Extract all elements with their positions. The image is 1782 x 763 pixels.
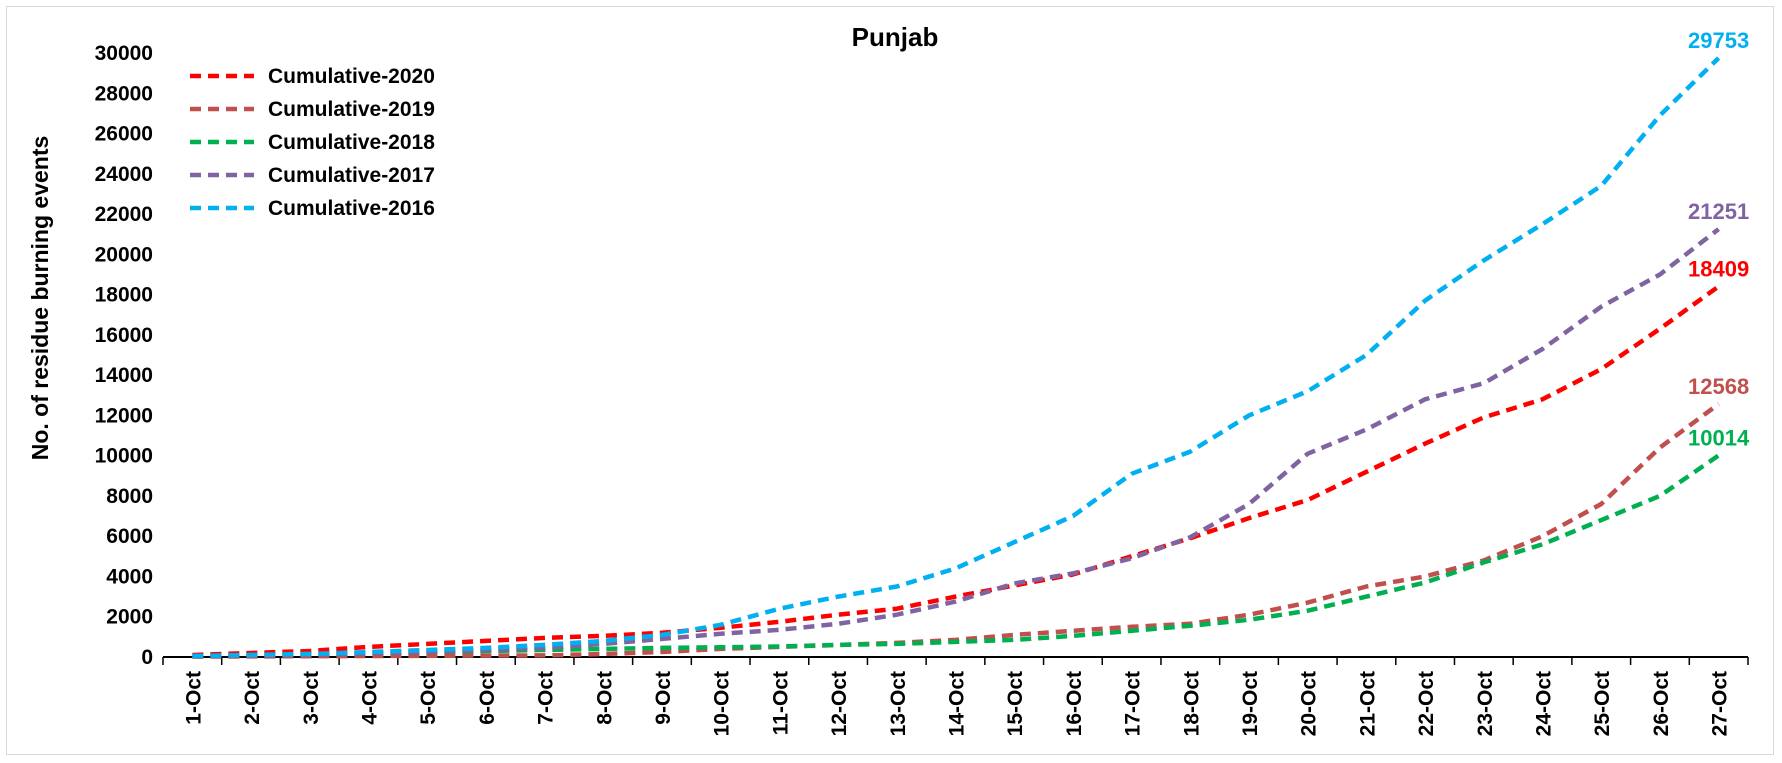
y-tick-label: 22000 [95,203,153,226]
y-tick-label: 16000 [95,324,153,347]
y-tick-label: 24000 [95,163,153,186]
y-axis-label: No. of residue burning events [27,136,53,461]
x-tick-label: 1-Oct [182,671,205,725]
x-tick-label: 10-Oct [711,671,734,736]
x-tick-label: 16-Oct [1063,671,1086,736]
series-line-0 [192,284,1720,658]
legend-entry: Cumulative-2019 [268,98,435,121]
legend-entry: Cumulative-2017 [268,164,435,187]
data-label: 21251 [1688,199,1749,224]
x-tick-label: 4-Oct [358,671,381,725]
series-line-4 [192,56,1721,659]
x-tick-label: 2-Oct [241,671,264,725]
y-tick-label: 18000 [95,284,153,307]
x-tick-label: 19-Oct [1239,671,1262,736]
legend: Cumulative-2020 Cumulative-2019 Cumulative… [190,65,435,220]
x-tick-label: 13-Oct [887,671,910,736]
data-label: 12568 [1688,374,1749,399]
y-tick-label: 20000 [95,243,153,266]
x-tick-label: 7-Oct [535,671,558,725]
data-label: 29753 [1688,28,1749,53]
x-axis: 1-Oct 2-Oct 3-Oct 4-Oct 5-Oct 6-Oct 7-Oct 8-Oct… [162,656,1749,736]
x-tick-label: 23-Oct [1474,671,1497,736]
y-tick-label: 10000 [95,445,153,468]
y-tick-label: 28000 [95,82,153,105]
x-tick-label: 25-Oct [1591,671,1614,736]
x-tick-label: 9-Oct [652,671,675,725]
y-tick-label: 4000 [106,565,153,588]
x-tick-label: 18-Oct [1180,671,1203,736]
x-tick-label: 8-Oct [593,671,616,725]
y-tick-label: 2000 [106,606,153,629]
data-label: 10014 [1688,425,1750,450]
x-tick-label: 5-Oct [417,671,440,725]
series-line-3 [192,227,1720,659]
y-tick-label: 12000 [95,404,153,427]
x-tick-label: 3-Oct [300,671,323,725]
y-tick-label: 14000 [95,364,153,387]
legend-entry: Cumulative-2018 [268,131,435,154]
chart-title: Punjab [852,22,939,52]
x-tick-label: 21-Oct [1356,671,1379,736]
plot-area: 18409 12568 10014 21251 29753 [192,28,1750,659]
y-tick-label: 8000 [106,485,153,508]
legend-entry: Cumulative-2020 [268,65,435,88]
chart-frame [6,6,1774,755]
x-tick-label: 15-Oct [1004,671,1027,736]
x-tick-label: 22-Oct [1415,671,1438,736]
legend-entry: Cumulative-2016 [268,197,435,220]
series-line-1 [192,402,1720,659]
y-tick-label: 0 [141,646,153,669]
y-tick-label: 30000 [95,42,153,65]
x-tick-label: 14-Oct [946,671,969,736]
x-tick-label: 20-Oct [1298,671,1321,736]
y-tick-label: 26000 [95,123,153,146]
x-tick-label: 17-Oct [1122,671,1145,736]
x-tick-label: 27-Oct [1709,671,1732,736]
x-tick-label: 6-Oct [476,671,499,725]
y-tick-label: 6000 [106,525,153,548]
x-tick-label: 26-Oct [1650,671,1673,736]
x-tick-label: 24-Oct [1533,671,1556,736]
x-tick-label: 11-Oct [769,671,792,735]
y-axis: 0 2000 4000 6000 8000 10000 12000 14000 16000 180… [95,42,153,669]
data-label: 18409 [1688,256,1749,281]
x-tick-label: 12-Oct [828,671,851,736]
